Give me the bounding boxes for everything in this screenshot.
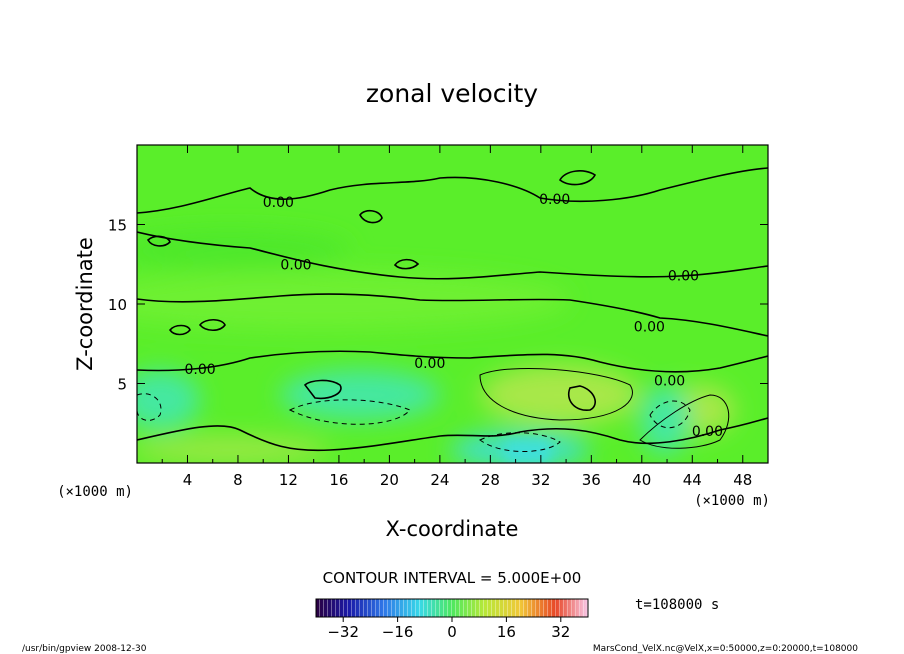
x-tick-label: 32 — [531, 471, 550, 489]
contour-labels: 0.00 0.00 0.00 0.00 0.00 0.00 0.00 0.00 0.00 — [185, 192, 723, 440]
x-tick-label: 8 — [233, 471, 243, 489]
y-unit-label: (×1000 m) — [57, 484, 133, 500]
contour-value-label: 0.00 — [668, 268, 699, 284]
x-unit-label: (×1000 m) — [694, 493, 770, 509]
x-tick-label: 48 — [733, 471, 752, 489]
x-tick-label: 36 — [582, 471, 601, 489]
y-tick-label: 15 — [108, 217, 127, 235]
contour-value-label: 0.00 — [263, 195, 294, 211]
contour-value-label: 0.00 — [414, 356, 445, 372]
x-tick-label: 20 — [380, 471, 399, 489]
colorbar-tick-label: 16 — [497, 623, 516, 641]
x-tick-label: 16 — [329, 471, 348, 489]
contour-lines — [137, 167, 768, 452]
x-axis-title: X-coordinate — [386, 517, 519, 541]
positive-contours — [479, 368, 730, 449]
x-tick-label: 44 — [683, 471, 702, 489]
y-axis: 5 10 15 — [108, 217, 768, 394]
x-tick-label: 24 — [430, 471, 449, 489]
contour-value-label: 0.00 — [280, 257, 311, 273]
y-tick-label: 5 — [117, 376, 127, 394]
contour-value-label: 0.00 — [185, 362, 216, 378]
chart-title: zonal velocity — [366, 79, 538, 108]
plot-area — [137, 145, 768, 463]
colorbar-tick-label: 0 — [447, 623, 457, 641]
x-tick-label: 12 — [279, 471, 298, 489]
y-tick-label: 10 — [108, 296, 127, 314]
colorbar-tick-label: −16 — [382, 623, 414, 641]
contour-value-label: 0.00 — [539, 192, 570, 208]
x-axis: 4 8 12 16 20 24 28 32 36 40 44 48 — [161, 145, 752, 489]
colorbar — [315, 598, 589, 618]
time-label: t=108000 s — [635, 597, 719, 613]
negative-contours — [137, 393, 691, 452]
y-axis-title: Z-coordinate — [73, 237, 97, 371]
x-tick-label: 40 — [632, 471, 651, 489]
colorbar-tick-label: 32 — [551, 623, 570, 641]
footer-left: /usr/bin/gpview 2008-12-30 — [22, 644, 147, 654]
footer-right: MarsCond_VelX.nc@VelX,x=0:50000,z=0:2000… — [593, 644, 858, 654]
contour-value-label: 0.00 — [634, 319, 665, 335]
contour-value-label: 0.00 — [654, 373, 685, 389]
x-tick-label: 4 — [183, 471, 193, 489]
x-tick-label: 28 — [481, 471, 500, 489]
contour-interval-label: CONTOUR INTERVAL = 5.000E+00 — [323, 569, 582, 587]
colorbar-ticks: −32 −16 0 16 32 — [327, 617, 570, 641]
contour-value-label: 0.00 — [692, 424, 723, 440]
colorbar-tick-label: −32 — [327, 623, 359, 641]
